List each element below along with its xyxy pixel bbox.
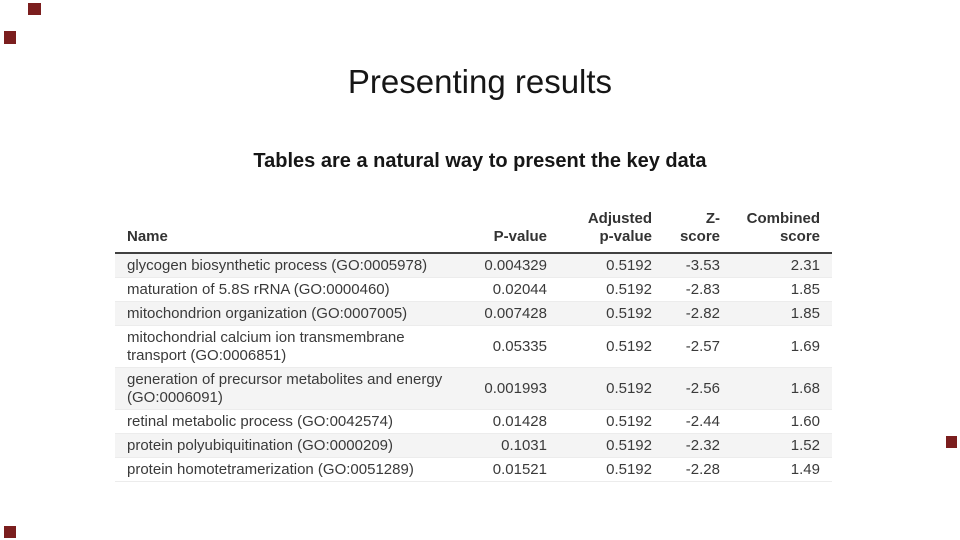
table-row: retinal metabolic process (GO:0042574) 0.…: [115, 409, 832, 434]
go-term-name-cell: generation of precursor metabolites and …: [115, 367, 465, 410]
value-cell: 0.1031: [465, 433, 553, 458]
value-cell: 0.5192: [553, 253, 657, 278]
column-header-name: Name: [115, 210, 465, 254]
value-cell: 0.5192: [553, 367, 657, 410]
value-cell: 1.68: [725, 367, 832, 410]
table-row: mitochondrial calcium ion transmembrane …: [115, 325, 832, 368]
go-terms-table: Name P-value Adjusted p-value Z- score Combi…: [115, 210, 832, 482]
value-cell: -2.82: [657, 301, 725, 326]
value-cell: -3.53: [657, 253, 725, 278]
value-cell: -2.44: [657, 409, 725, 434]
table-row: protein homotetramerization (GO:0051289)…: [115, 457, 832, 482]
go-term-name-cell: retinal metabolic process (GO:0042574): [115, 409, 465, 434]
column-header-z-score: Z- score: [657, 210, 725, 254]
go-term-name-cell: mitochondrion organization (GO:0007005): [115, 301, 465, 326]
go-term-name-cell: glycogen biosynthetic process (GO:000597…: [115, 253, 465, 278]
value-cell: 0.01428: [465, 409, 553, 434]
value-cell: 1.49: [725, 457, 832, 482]
column-header-p-value: P-value: [465, 210, 553, 254]
value-cell: 0.01521: [465, 457, 553, 482]
value-cell: -2.83: [657, 277, 725, 302]
value-cell: 0.5192: [553, 409, 657, 434]
table-header-row: Name P-value Adjusted p-value Z- score Combi…: [115, 210, 832, 254]
value-cell: 0.05335: [465, 325, 553, 368]
column-header-adjusted-p-value: Adjusted p-value: [553, 210, 657, 254]
value-cell: 1.85: [725, 277, 832, 302]
value-cell: 0.5192: [553, 301, 657, 326]
corner-mark-top: [28, 3, 41, 15]
table-row: protein polyubiquitination (GO:0000209) 0…: [115, 433, 832, 458]
value-cell: 1.69: [725, 325, 832, 368]
table-row: mitochondrion organization (GO:0007005) 0…: [115, 301, 832, 326]
value-cell: -2.56: [657, 367, 725, 410]
value-cell: 1.52: [725, 433, 832, 458]
slide-subtitle: Tables are a natural way to present the …: [253, 150, 707, 172]
value-cell: 0.004329: [465, 253, 553, 278]
go-term-name-cell: mitochondrial calcium ion transmembrane …: [115, 325, 465, 368]
value-cell: 0.02044: [465, 277, 553, 302]
value-cell: 1.60: [725, 409, 832, 434]
column-header-combined-score: Combined score: [725, 210, 832, 254]
results-table: Name P-value Adjusted p-value Z- score Combi…: [115, 210, 832, 482]
value-cell: 1.85: [725, 301, 832, 326]
value-cell: 0.5192: [553, 457, 657, 482]
table-row: maturation of 5.8S rRNA (GO:0000460) 0.02…: [115, 277, 832, 302]
corner-mark-bottom-left: [4, 526, 16, 538]
corner-mark-right: [946, 436, 957, 448]
go-term-name-cell: protein polyubiquitination (GO:0000209): [115, 433, 465, 458]
value-cell: 0.007428: [465, 301, 553, 326]
table-row: generation of precursor metabolites and …: [115, 367, 832, 410]
value-cell: 0.5192: [553, 325, 657, 368]
value-cell: -2.28: [657, 457, 725, 482]
go-term-name-cell: maturation of 5.8S rRNA (GO:0000460): [115, 277, 465, 302]
value-cell: 0.5192: [553, 433, 657, 458]
corner-mark-left: [4, 31, 16, 44]
value-cell: 0.001993: [465, 367, 553, 410]
value-cell: 2.31: [725, 253, 832, 278]
value-cell: -2.57: [657, 325, 725, 368]
value-cell: -2.32: [657, 433, 725, 458]
table-row: glycogen biosynthetic process (GO:000597…: [115, 253, 832, 278]
slide-title: Presenting results: [347, 63, 613, 100]
go-term-name-cell: protein homotetramerization (GO:0051289): [115, 457, 465, 482]
value-cell: 0.5192: [553, 277, 657, 302]
